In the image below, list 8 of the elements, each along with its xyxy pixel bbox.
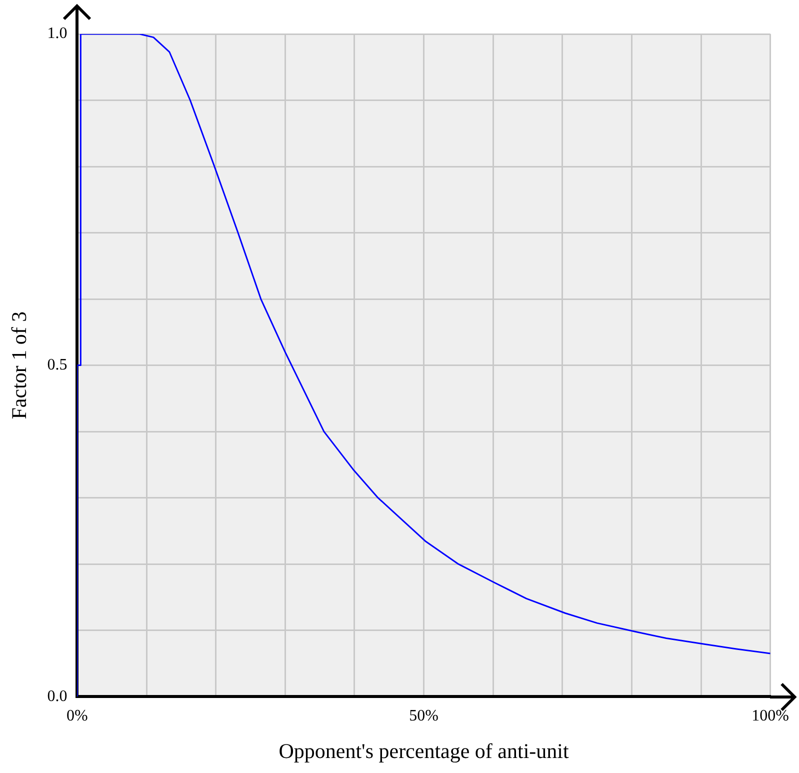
y-axis-title: Factor 1 of 3 (7, 311, 32, 420)
x-axis-title: Opponent's percentage of anti-unit (278, 738, 569, 763)
y-tick-label: 0.0 (47, 688, 68, 705)
y-tick-label: 0.5 (47, 356, 68, 374)
x-tick-label: 100% (752, 707, 789, 724)
x-tick-label: 0% (66, 707, 88, 724)
x-tick-label: 50% (409, 707, 438, 724)
y-tick-label: 1.0 (47, 25, 68, 42)
